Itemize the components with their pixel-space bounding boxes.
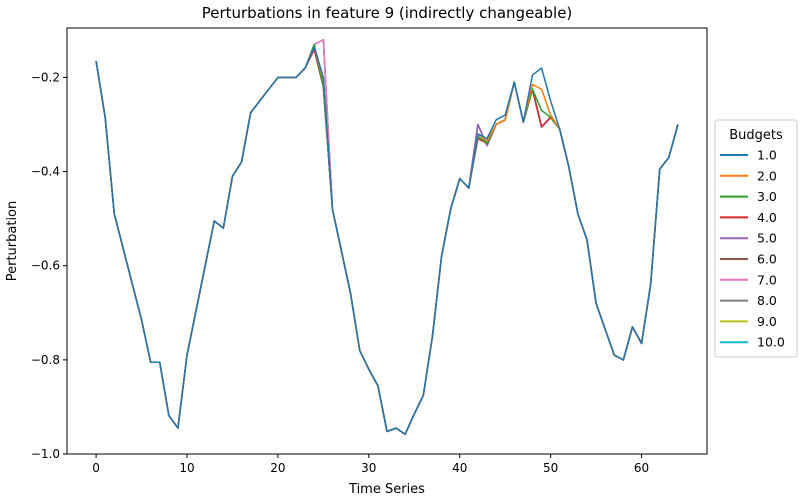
- y-tick-label: −0.8: [31, 353, 60, 367]
- x-tick-label: 40: [452, 461, 467, 475]
- legend-frame: [714, 119, 798, 358]
- legend-label: 1.0: [757, 148, 777, 163]
- axes-frame: [66, 27, 708, 455]
- y-tick-label: −0.2: [31, 70, 60, 84]
- x-axis-ticks: 0 10 20 30 40 50 60: [92, 454, 649, 475]
- x-tick-label: 50: [543, 461, 558, 475]
- x-tick-label: 20: [270, 461, 285, 475]
- y-tick-label: −0.4: [31, 165, 60, 179]
- legend-label: 8.0: [757, 293, 777, 308]
- y-tick-label: −1.0: [31, 447, 60, 461]
- y-tick-label: −0.6: [31, 259, 60, 273]
- y-axis-ticks: −1.0 −0.8 −0.6 −0.4 −0.2: [31, 70, 67, 461]
- legend-label: 5.0: [757, 231, 777, 246]
- series-lines: [95, 39, 679, 435]
- x-tick-label: 0: [92, 461, 100, 475]
- legend: Budgets 1.0 2.0 3.0 4.0 5.0 6.0 7.0 8.0 9.0 10.0: [714, 119, 798, 358]
- legend-label: 10.0: [757, 335, 785, 350]
- legend-title: Budgets: [729, 128, 783, 143]
- legend-label: 3.0: [757, 189, 777, 204]
- legend-label: 4.0: [757, 210, 777, 225]
- legend-label: 9.0: [757, 314, 777, 329]
- series-line-1.0: [95, 46, 679, 435]
- x-tick-label: 10: [179, 461, 194, 475]
- x-tick-label: 30: [361, 461, 376, 475]
- y-axis-label: Perturbation: [5, 201, 20, 282]
- legend-items: 1.0 2.0 3.0 4.0 5.0 6.0 7.0 8.0 9.0 10.0: [720, 148, 785, 350]
- chart-title: Perturbations in feature 9 (indirectly c…: [202, 4, 573, 22]
- plot-area: [95, 39, 679, 435]
- legend-label: 6.0: [757, 252, 777, 267]
- x-tick-label: 60: [634, 461, 649, 475]
- legend-label: 7.0: [757, 272, 777, 287]
- x-axis-label: Time Series: [348, 482, 425, 497]
- legend-label: 2.0: [757, 168, 777, 183]
